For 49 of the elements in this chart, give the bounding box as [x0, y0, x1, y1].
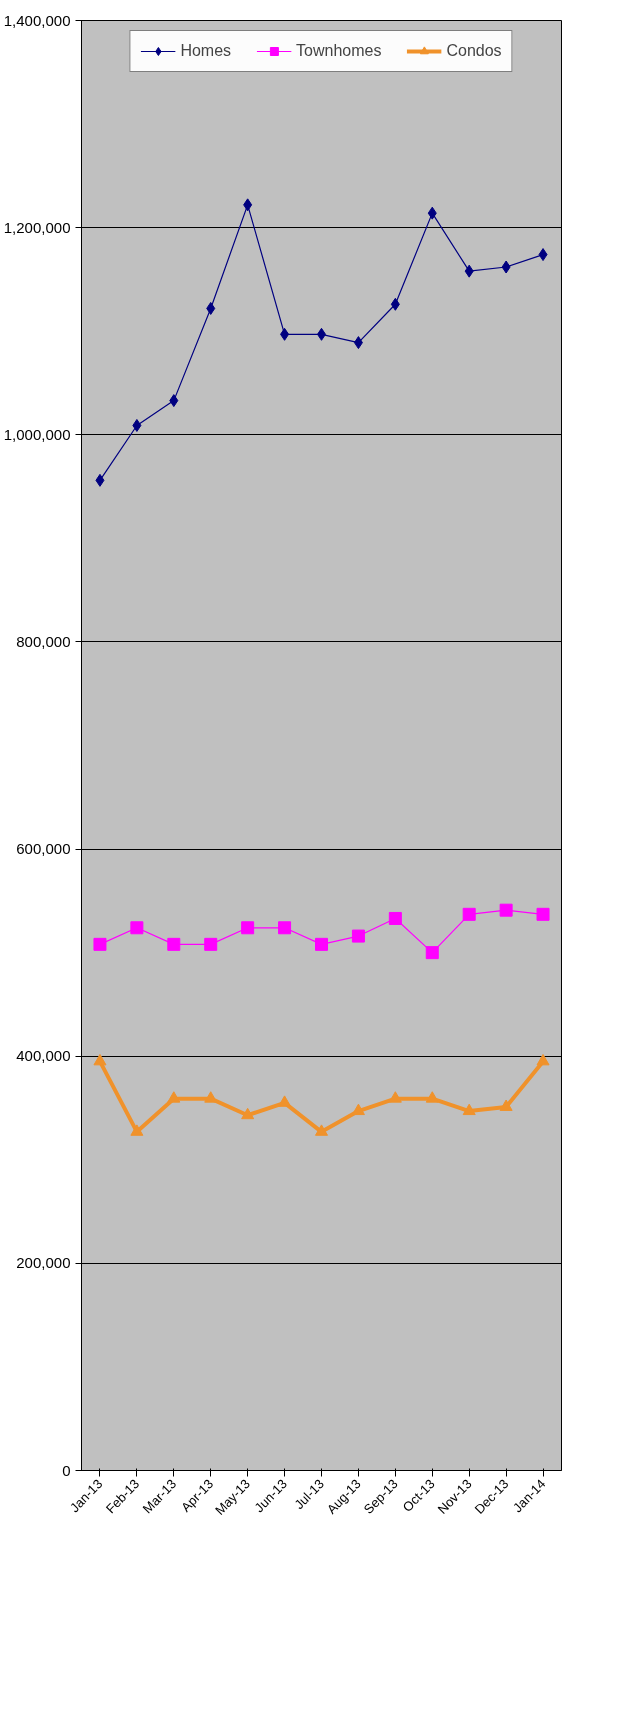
- y-tick-label: 1,400,000: [3, 11, 71, 29]
- legend-label: Townhomes: [296, 42, 382, 60]
- point: [464, 264, 474, 278]
- legend-label: Homes: [180, 42, 232, 60]
- point: [315, 937, 328, 951]
- point: [462, 1103, 476, 1116]
- point: [243, 198, 253, 212]
- point: [206, 301, 216, 315]
- point: [169, 394, 179, 408]
- y-tick-label: 600,000: [16, 840, 71, 858]
- point: [95, 473, 105, 487]
- point: [501, 260, 511, 274]
- point: [353, 336, 363, 350]
- point: [390, 297, 400, 311]
- point: [499, 903, 513, 917]
- y-tick-label: 400,000: [16, 1047, 71, 1065]
- point: [538, 248, 548, 262]
- point: [167, 937, 181, 951]
- point: [130, 1124, 144, 1136]
- point: [278, 921, 292, 935]
- point: [280, 327, 290, 341]
- y-tick-label: 200,000: [16, 1254, 71, 1272]
- point: [351, 929, 365, 943]
- legend-label: Condos: [446, 42, 502, 60]
- point: [278, 1095, 292, 1107]
- point: [536, 907, 550, 921]
- point: [462, 907, 476, 921]
- point: [132, 418, 142, 432]
- point: [425, 1091, 439, 1103]
- point: [241, 921, 255, 935]
- point: [315, 1124, 328, 1136]
- point: [167, 1091, 181, 1103]
- point: [130, 921, 144, 935]
- y-tick-label: 800,000: [16, 632, 71, 650]
- point: [388, 911, 402, 925]
- point: [536, 1053, 550, 1066]
- point: [204, 1091, 218, 1103]
- point: [241, 1107, 255, 1120]
- point: [499, 1099, 513, 1111]
- y-tick-label: 1,000,000: [3, 425, 71, 443]
- y-tick-label: 1,200,000: [3, 218, 71, 236]
- point: [204, 937, 218, 951]
- point: [388, 1091, 402, 1103]
- point: [93, 1053, 107, 1066]
- point: [427, 206, 437, 220]
- y-tick-label: 0: [62, 1461, 71, 1479]
- point: [351, 1103, 365, 1116]
- point: [93, 937, 107, 951]
- point: [425, 946, 439, 960]
